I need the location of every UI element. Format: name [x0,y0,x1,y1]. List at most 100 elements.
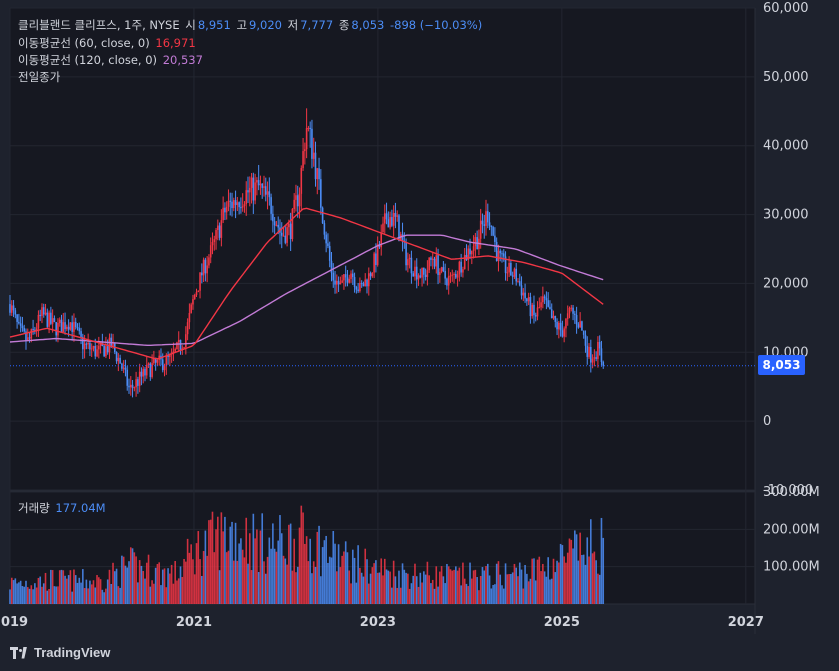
candle-body [538,307,541,309]
tradingview-brand[interactable]: TradingView [10,645,110,660]
volume-bar [382,575,384,604]
candle-body [259,183,262,186]
volume-bar [280,533,283,604]
candle-body [554,315,557,322]
price-tick-label: 0 [763,414,771,429]
candle-body [44,312,47,315]
candle-body [64,322,66,330]
volume-value: 177.04M [55,501,106,515]
candle-body [419,275,422,278]
ma120-line [9,234,604,346]
candle-body [593,357,596,359]
candle-body [295,195,297,200]
candle-body [26,337,29,341]
candle-body [522,292,525,296]
volume-bar [73,569,75,604]
candle-body [375,253,377,265]
volume-bar [383,558,386,604]
candle-body [435,255,438,267]
candle-body [568,307,571,314]
volume-bar [140,565,143,604]
symbol-legend: 클리블랜드 클리프스, 1주, NYSE 시 8,951 고 9,020 저 7,77… [18,17,484,33]
candle-body [311,128,313,159]
volume-bar [508,574,510,604]
volume-bar [126,567,129,604]
volume-bar [80,582,82,604]
candle-body [582,330,585,335]
volume-bar [540,571,542,604]
volume-bar [442,576,445,604]
volume-bar [58,570,61,604]
candle-body [367,273,370,287]
volume-bar [332,531,335,604]
candle-body [552,315,555,319]
candle-body [248,187,251,193]
volume-bar [449,569,452,604]
low-value: 7,777 [300,18,334,32]
time-tick-label: 2023 [360,615,396,630]
candle-body [417,275,420,280]
prev-close-label: 전일종가 [18,70,61,84]
ma120-legend[interactable]: 이동평균선 (120, close, 0) 20,537 [18,52,205,68]
candle-body [280,232,283,236]
volume-bar [197,531,200,604]
candle-body [83,343,86,350]
candle-body [357,289,359,292]
candle-body [353,277,356,288]
volume-bar [243,557,246,604]
volume-bar [57,586,59,604]
volume-bar [149,586,152,604]
candle-body [186,322,189,335]
volume-bar [526,573,528,604]
prev-close-legend[interactable]: 전일종가 [18,69,62,85]
volume-bar [32,589,34,604]
volume-bar [35,587,38,604]
candle-body [199,272,201,291]
volume-bar [213,552,216,604]
price-tick-label: -10,000 [763,483,813,498]
candle-body [92,345,95,349]
volume-bar [439,571,441,604]
volume-bar [83,588,86,604]
volume-bar [76,582,79,604]
candle-body [359,283,361,292]
ma60-legend[interactable]: 이동평균선 (60, close, 0) 16,971 [18,35,198,51]
candle-body [28,337,31,339]
volume-bar [245,517,248,604]
candle-body [243,204,246,207]
volume-bar [298,527,301,604]
volume-bar [106,579,109,604]
volume-bar [401,563,404,604]
candle-body [597,341,599,359]
candle-body [112,343,114,348]
candle-body [385,213,388,220]
volume-bar [550,578,553,604]
volume-bar [334,543,336,604]
volume-bar [131,548,134,604]
candle-body [504,256,507,273]
volume-bar [74,575,77,604]
candle-body [142,368,145,377]
volume-bar [119,587,121,604]
volume-bar [218,570,221,604]
volume-bar [211,511,214,604]
candle-body [293,199,295,210]
candle-body [561,330,564,337]
volume-bar [9,589,11,604]
candle-body [602,361,605,366]
candle-body [547,300,549,307]
volume-bar [50,569,52,604]
volume-bar [78,577,81,604]
candle-body [426,270,429,277]
volume-bar [151,580,153,604]
volume-bar [305,536,308,604]
volume-bar [153,583,155,604]
volume-bar [421,582,423,604]
candle-body [32,329,34,331]
volume-legend[interactable]: 거래량 177.04M [18,500,108,516]
volume-bar [241,549,244,604]
candle-body [371,272,374,277]
volume-bar [266,556,269,604]
candle-body [289,223,292,240]
